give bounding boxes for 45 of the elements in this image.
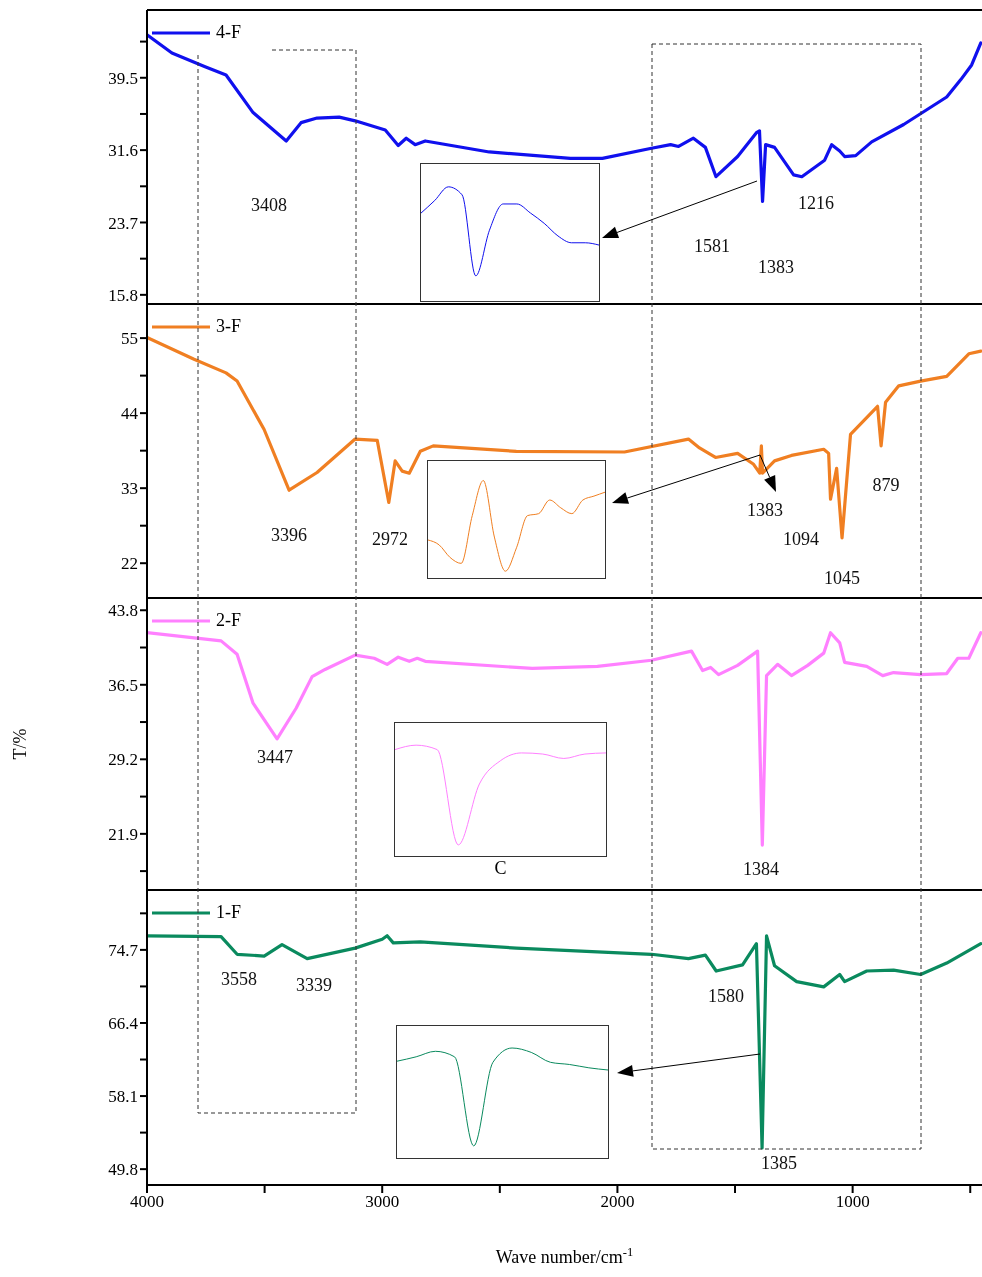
- x-axis-title: Wave number/cm$^{-1}$: [495, 1245, 634, 1267]
- y-tick-label: 39.5: [108, 68, 138, 88]
- x-tick-label: 4000: [130, 1192, 164, 1212]
- annotation: 879: [872, 474, 900, 496]
- legend-label: 1-F: [216, 902, 242, 923]
- annotation: 1580: [708, 985, 744, 1007]
- line-series: [147, 934, 982, 1150]
- y-tick-label: 55: [121, 329, 138, 349]
- annotation: 3447: [257, 746, 293, 768]
- x-tick-label: 2000: [600, 1192, 635, 1212]
- y-tick-label: 23.7: [108, 213, 139, 233]
- x-axis-title: C: [493, 858, 508, 879]
- annotation: 1383: [747, 499, 783, 521]
- legend-label: 2-F: [216, 610, 242, 631]
- y-tick-label: 29.2: [108, 750, 138, 770]
- y-tick-label: 31.6: [108, 141, 138, 161]
- y-tick-label: 22: [121, 554, 138, 574]
- annotation: 1385: [761, 1152, 797, 1174]
- x-tick-label: 1000: [835, 1192, 870, 1212]
- annotation: 3408: [251, 194, 287, 216]
- annotation: 1094: [783, 528, 819, 550]
- x-tick-label: 3000: [365, 1192, 400, 1212]
- y-tick-label: 43.8: [108, 601, 138, 621]
- y-tick-label: 36.5: [108, 675, 138, 695]
- annotation: 3396: [271, 524, 307, 546]
- annotation: 3339: [296, 974, 332, 996]
- annotation: 1581: [694, 235, 730, 257]
- y-axis-title: T/%: [10, 728, 30, 760]
- y-tick-label: 15.8: [108, 285, 138, 305]
- y-tick-label: 49.8: [108, 1160, 138, 1180]
- annotation: 1045: [824, 567, 860, 589]
- annotation: 1383: [758, 256, 794, 278]
- annotation: 2972: [372, 528, 408, 550]
- annotation: 3558: [221, 968, 257, 990]
- y-tick-label: 21.9: [108, 824, 138, 844]
- y-tick-label: 58.1: [108, 1087, 138, 1107]
- legend-label: 3-F: [216, 316, 242, 337]
- annotation: 1384: [743, 858, 779, 880]
- line-series: [147, 631, 982, 847]
- y-tick-label: 74.7: [108, 940, 139, 960]
- y-tick-label: 33: [121, 479, 138, 499]
- y-tick-label: 44: [121, 404, 139, 424]
- annotation: 1216: [798, 192, 834, 214]
- y-tick-label: 66.4: [108, 1014, 139, 1034]
- legend-label: 4-F: [216, 22, 242, 43]
